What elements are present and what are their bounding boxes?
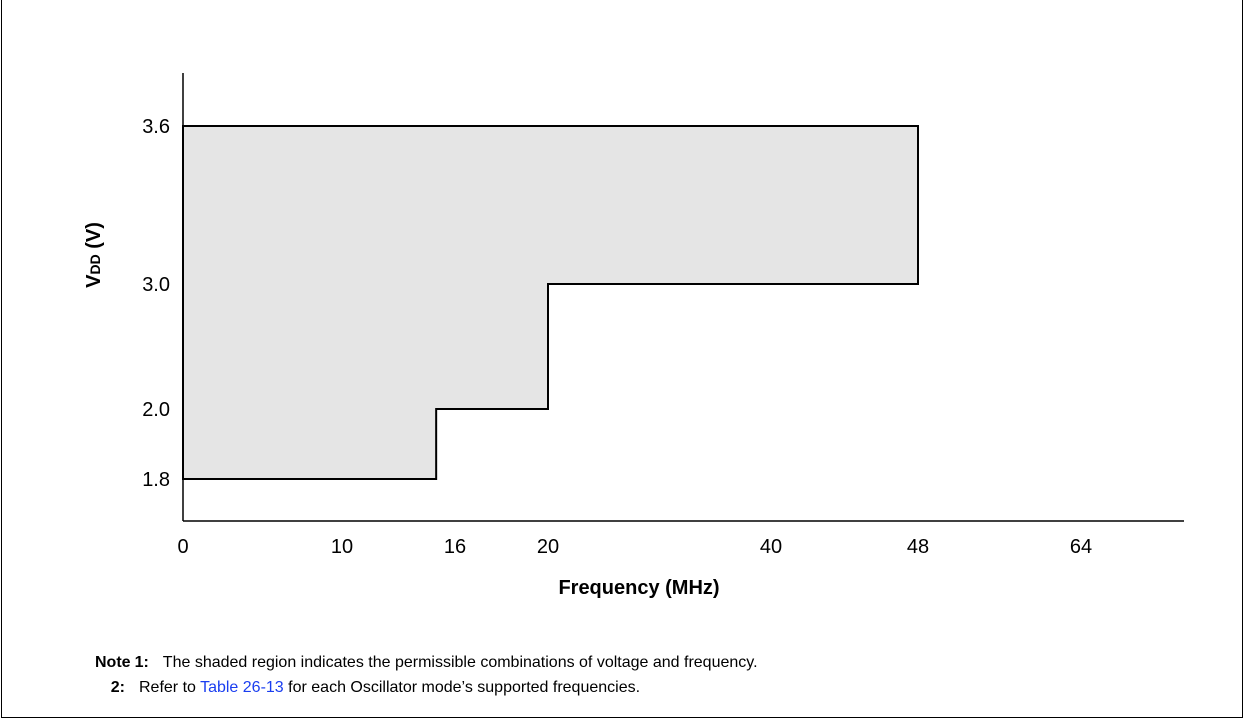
note-prefix: Note bbox=[95, 654, 131, 671]
y-axis-title-sub: DD bbox=[87, 254, 103, 274]
vdd-frequency-chart: 0 10 16 20 40 48 64 3.6 3.0 2.0 1.8 Frequency (MH… bbox=[83, 73, 1184, 599]
notes: Note 1: The shaded region indicates the … bbox=[95, 650, 758, 700]
table-26-13-link[interactable]: Table 26-13 bbox=[200, 679, 284, 696]
y-axis-title-unit: (V) bbox=[83, 222, 105, 254]
note-number: 1: bbox=[134, 654, 149, 671]
y-tick-label: 3.6 bbox=[142, 116, 170, 138]
x-axis-title: Frequency (MHz) bbox=[558, 577, 719, 599]
note-1: Note 1: The shaded region indicates the … bbox=[95, 650, 758, 675]
x-tick-label: 20 bbox=[537, 536, 559, 558]
x-tick-label: 48 bbox=[907, 536, 929, 558]
note-text: The shaded region indicates the permissi… bbox=[162, 654, 758, 671]
permissible-region bbox=[182, 125, 919, 480]
note-number: 2: bbox=[110, 679, 125, 696]
y-axis-title-v: V bbox=[83, 274, 105, 288]
x-tick-label: 16 bbox=[444, 536, 466, 558]
y-tick-label: 3.0 bbox=[142, 274, 170, 296]
x-tick-label: 40 bbox=[760, 536, 782, 558]
x-tick-label: 0 bbox=[177, 536, 188, 558]
note-2: 2: Refer to Table 26-13 for each Oscilla… bbox=[95, 675, 758, 700]
y-tick-label: 1.8 bbox=[142, 469, 170, 491]
note-text-after: for each Oscillator mode’s supported fre… bbox=[283, 679, 641, 696]
note-text-before: Refer to bbox=[139, 679, 201, 696]
x-tick-label: 10 bbox=[331, 536, 353, 558]
note-text: Refer to Table 26-13 for each Oscillator… bbox=[139, 675, 640, 700]
x-tick-label: 64 bbox=[1070, 536, 1092, 558]
y-tick-label: 2.0 bbox=[142, 399, 170, 421]
y-axis-title: VDD (V) bbox=[83, 222, 105, 288]
